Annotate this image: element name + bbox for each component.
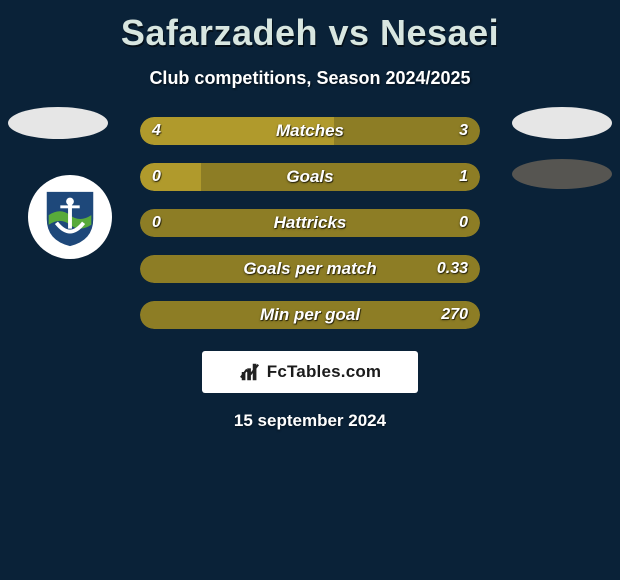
bar-fill-full — [140, 301, 480, 329]
bar-fill-full — [140, 255, 480, 283]
page-title: Safarzadeh vs Nesaei — [0, 0, 620, 54]
club-right-placeholder — [512, 159, 612, 189]
club-left-logo — [28, 175, 112, 259]
player-right-placeholder — [512, 107, 612, 139]
stat-bar: 01Goals — [140, 163, 480, 191]
brand-text: FcTables.com — [267, 362, 382, 382]
stat-bars: 43Matches 01Goals 00Hattricks 0.33Goals per… — [140, 117, 480, 329]
player-left-placeholder — [8, 107, 108, 139]
stat-bar: 0.33Goals per match — [140, 255, 480, 283]
stat-bar: 43Matches — [140, 117, 480, 145]
stat-bar: 00Hattricks — [140, 209, 480, 237]
bar-fill-left — [140, 163, 201, 191]
bar-fill-right — [201, 163, 480, 191]
brand-badge: FcTables.com — [202, 351, 418, 393]
bar-fill-full — [140, 209, 480, 237]
bar-chart-icon — [239, 361, 261, 383]
shield-anchor-icon — [39, 186, 101, 248]
stat-bar: 270Min per goal — [140, 301, 480, 329]
comparison-arena: 43Matches 01Goals 00Hattricks 0.33Goals per… — [0, 117, 620, 431]
subtitle: Club competitions, Season 2024/2025 — [0, 68, 620, 89]
bar-fill-right — [334, 117, 480, 145]
date-line: 15 september 2024 — [0, 411, 620, 431]
bar-fill-left — [140, 117, 334, 145]
